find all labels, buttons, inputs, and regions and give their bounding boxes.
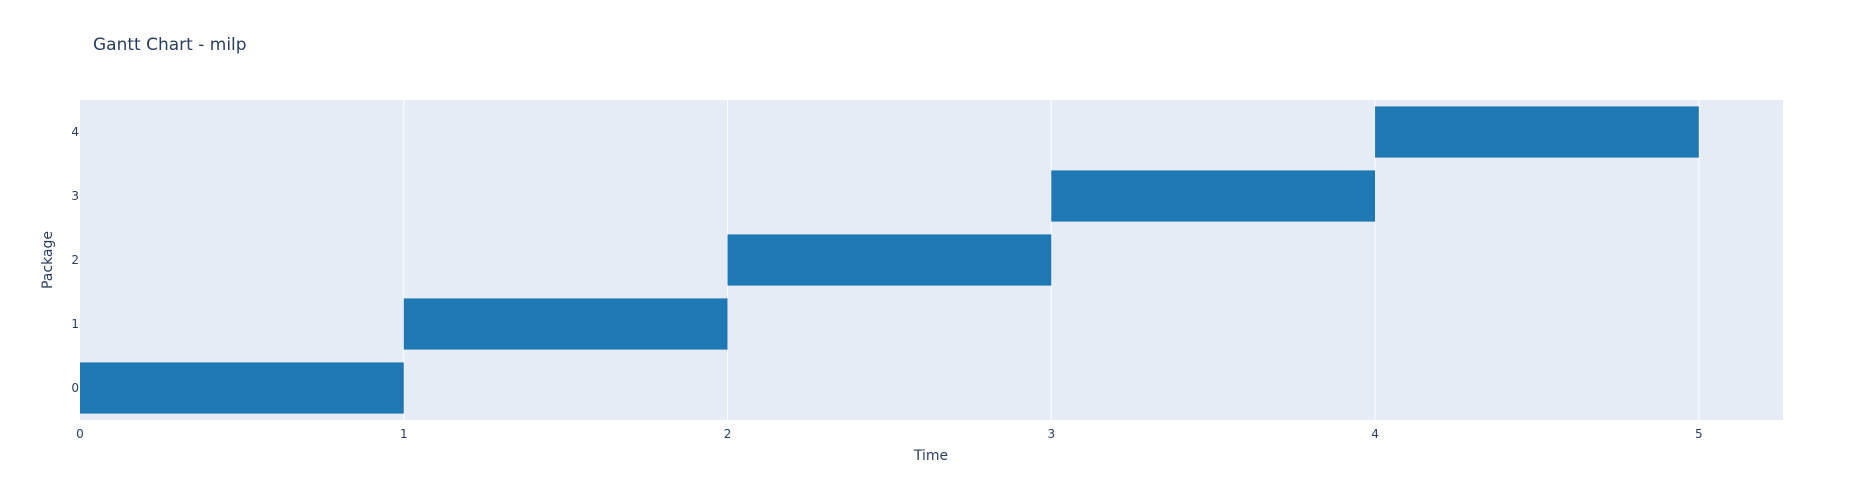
y-tick-label: 4 xyxy=(71,125,79,139)
y-tick-label: 1 xyxy=(71,317,79,331)
x-tick-label: 3 xyxy=(1047,427,1055,441)
x-tick-label: 0 xyxy=(76,427,84,441)
x-tick-labels: 0 1 2 3 4 5 xyxy=(76,427,1702,441)
y-tick-label: 2 xyxy=(71,253,79,267)
x-tick-label: 1 xyxy=(400,427,408,441)
x-tick-label: 4 xyxy=(1371,427,1379,441)
gantt-bar-package-0 xyxy=(80,362,404,414)
x-tick-label: 5 xyxy=(1695,427,1703,441)
y-tick-label: 3 xyxy=(71,189,79,203)
y-tick-labels: 0 1 2 3 4 xyxy=(71,125,79,395)
y-axis-label: Package xyxy=(40,231,56,289)
bars xyxy=(80,106,1699,414)
gantt-bar-package-1 xyxy=(403,298,728,350)
chart-title: Gantt Chart - milp xyxy=(93,35,247,55)
y-tick-label: 0 xyxy=(71,381,79,395)
gantt-bar-package-3 xyxy=(1051,170,1376,222)
x-axis-label: Time xyxy=(913,448,948,464)
gantt-bar-package-2 xyxy=(727,234,1052,286)
x-tick-label: 2 xyxy=(724,427,732,441)
gantt-bar-package-4 xyxy=(1375,106,1699,158)
